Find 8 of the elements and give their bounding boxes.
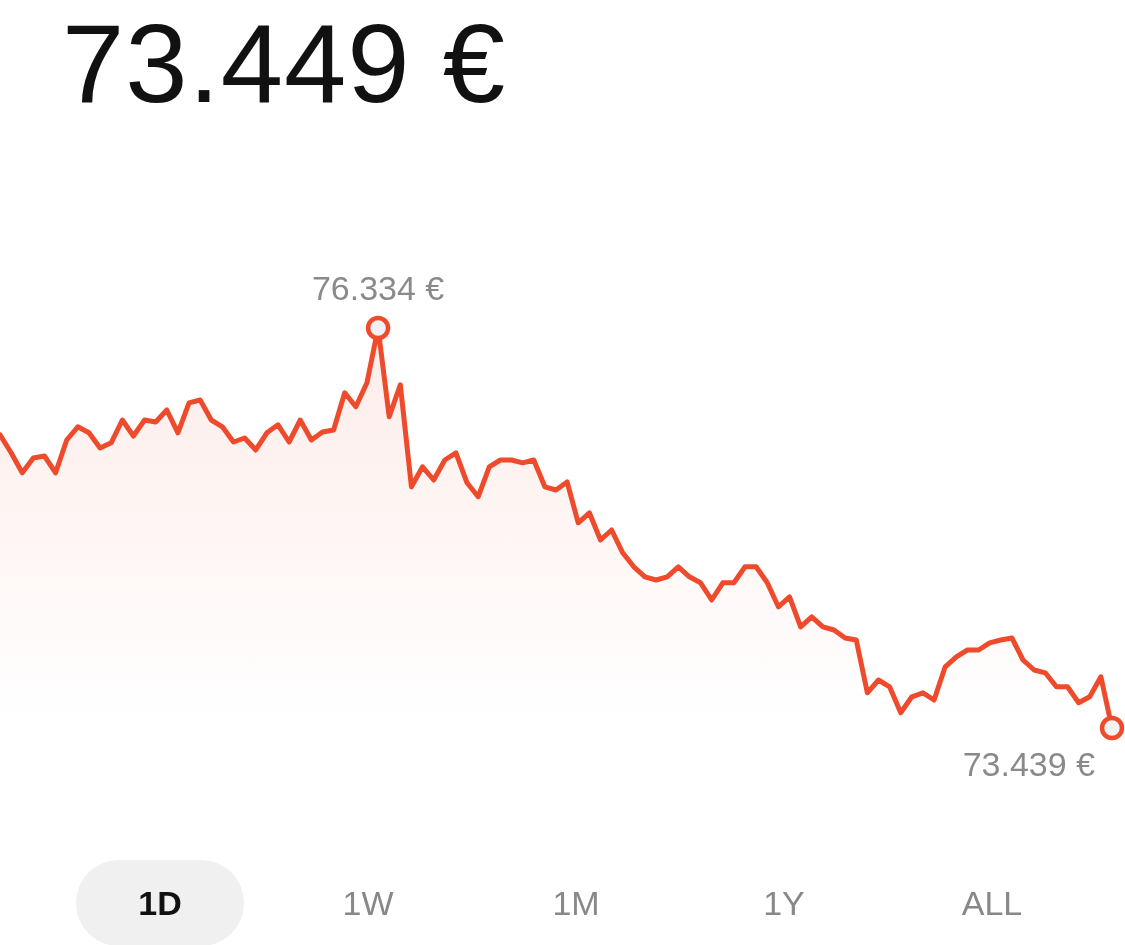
selected-tab-pill: 1D	[76, 860, 244, 945]
text: 1Y	[762, 882, 806, 924]
text: 1M	[551, 882, 601, 924]
chart-title: 73.449 €	[62, 1, 506, 126]
text: 1W	[341, 882, 395, 924]
annotation: 76.334 €	[311, 269, 445, 308]
annotation: 73.439 €	[962, 745, 1096, 784]
text: ALL	[960, 882, 1024, 924]
